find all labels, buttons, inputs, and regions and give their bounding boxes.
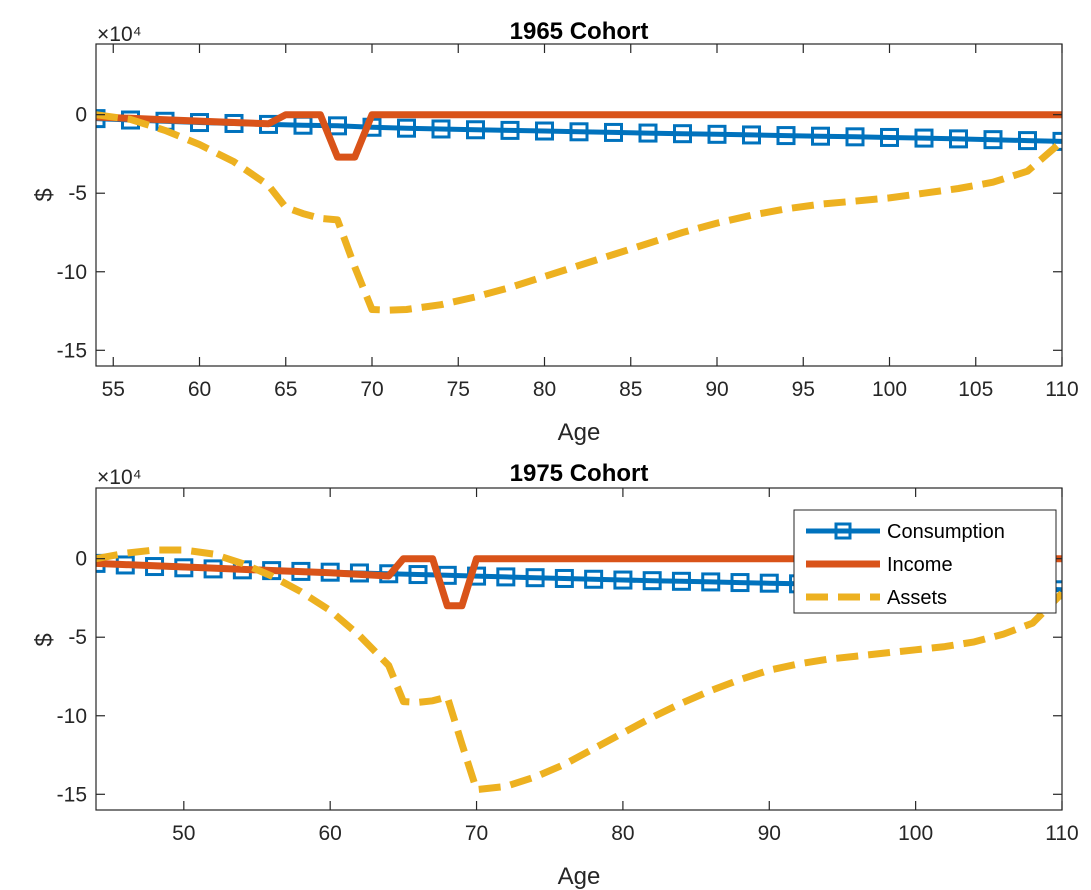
data-point-consumption [496, 567, 516, 587]
y-tick-label: -5 [68, 626, 87, 649]
plot-area [96, 109, 1062, 314]
legend-marker-consumption [834, 522, 852, 540]
data-point-consumption [466, 120, 485, 140]
data-point-consumption [397, 118, 416, 138]
x-tick-label: 80 [533, 378, 556, 401]
data-point-consumption [431, 119, 451, 139]
legend-label-income: Income [887, 554, 953, 576]
x-tick-label: 55 [102, 378, 125, 401]
series-line-assets [96, 546, 1062, 794]
subplot-1975-cohort: 1975 Cohort ×10⁴ $ Age 50 60 70 80 90 100 110 0… [31, 460, 1079, 890]
tick-marks: 50 60 70 80 90 100 110 0 -5 -10 -15 [57, 488, 1079, 845]
data-point-consumption [880, 127, 899, 147]
data-point-consumption [1052, 131, 1062, 151]
y-tick-label: -10 [57, 705, 87, 728]
data-point-consumption [811, 126, 830, 146]
series-line-income [96, 111, 1062, 161]
data-point-consumption [742, 125, 761, 145]
y-exponent-label: ×10⁴ [97, 23, 142, 46]
x-tick-label: 90 [705, 378, 728, 401]
data-point-consumption [525, 568, 545, 588]
data-point-consumption [604, 122, 623, 142]
x-tick-label: 50 [172, 822, 195, 845]
data-point-consumption [701, 572, 721, 592]
x-tick-label: 90 [758, 822, 781, 845]
data-point-consumption [776, 126, 796, 146]
x-tick-label: 60 [188, 378, 211, 401]
legend: Consumption Income Assets [793, 509, 1057, 614]
data-point-consumption [845, 127, 865, 147]
x-tick-label: 95 [792, 378, 815, 401]
subplot-1965-cohort: 1965 Cohort ×10⁴ $ Age 55 60 65 70 75 80 85 90 9… [31, 18, 1079, 446]
data-point-consumption [914, 128, 934, 148]
y-tick-label: -5 [68, 182, 87, 205]
legend-item-assets: Assets [806, 587, 947, 609]
data-point-consumption [569, 122, 589, 142]
x-axis-label: Age [558, 863, 601, 890]
y-axis-label: $ [31, 633, 58, 646]
data-point-consumption [707, 124, 727, 144]
data-point-consumption [671, 571, 691, 591]
data-point-consumption [1018, 131, 1037, 151]
chart-title: 1975 Cohort [510, 460, 649, 487]
x-tick-label: 70 [360, 378, 383, 401]
x-tick-label: 100 [872, 378, 907, 401]
plot-area [96, 546, 1062, 794]
data-point-consumption [949, 129, 968, 149]
y-exponent-label: ×10⁴ [97, 466, 142, 489]
data-point-consumption [500, 120, 520, 140]
legend-item-income: Income [806, 554, 953, 576]
data-point-consumption [759, 573, 779, 593]
data-point-consumption [638, 123, 658, 143]
data-point-consumption [673, 124, 692, 144]
y-tick-label: -15 [57, 783, 87, 806]
y-axis-label: $ [31, 188, 58, 201]
tick-marks: 55 60 65 70 75 80 85 90 95 100 105 110 0 -5 -10 -15 [57, 44, 1079, 401]
x-tick-label: 85 [619, 378, 642, 401]
axes-box [95, 487, 1063, 811]
data-point-consumption [535, 121, 554, 141]
legend-label-consumption: Consumption [887, 521, 1005, 543]
chart-title: 1965 Cohort [510, 18, 649, 45]
y-tick-label: 0 [75, 548, 87, 571]
y-tick-label: -10 [57, 261, 87, 284]
data-point-consumption [642, 571, 662, 591]
legend-label-assets: Assets [887, 587, 947, 609]
axes-box [95, 43, 1063, 367]
data-point-consumption [730, 573, 750, 593]
x-tick-label: 105 [958, 378, 993, 401]
data-point-consumption [328, 116, 347, 136]
x-tick-label: 60 [319, 822, 342, 845]
data-point-consumption [584, 569, 604, 589]
data-point-consumption [983, 130, 1003, 150]
x-axis-label: Age [558, 419, 601, 446]
legend-item-consumption: Consumption [806, 521, 1005, 543]
data-point-consumption [554, 568, 574, 588]
x-tick-label: 110 [1045, 822, 1078, 845]
y-tick-label: -15 [57, 339, 87, 362]
x-tick-label: 75 [447, 378, 470, 401]
data-point-consumption [408, 565, 428, 585]
x-tick-label: 65 [274, 378, 297, 401]
series-line-assets [96, 111, 1062, 314]
y-tick-label: 0 [75, 104, 87, 127]
x-tick-label: 70 [465, 822, 488, 845]
x-tick-label: 110 [1045, 378, 1078, 401]
data-point-consumption [613, 570, 633, 590]
x-tick-label: 80 [611, 822, 634, 845]
x-tick-label: 100 [898, 822, 933, 845]
